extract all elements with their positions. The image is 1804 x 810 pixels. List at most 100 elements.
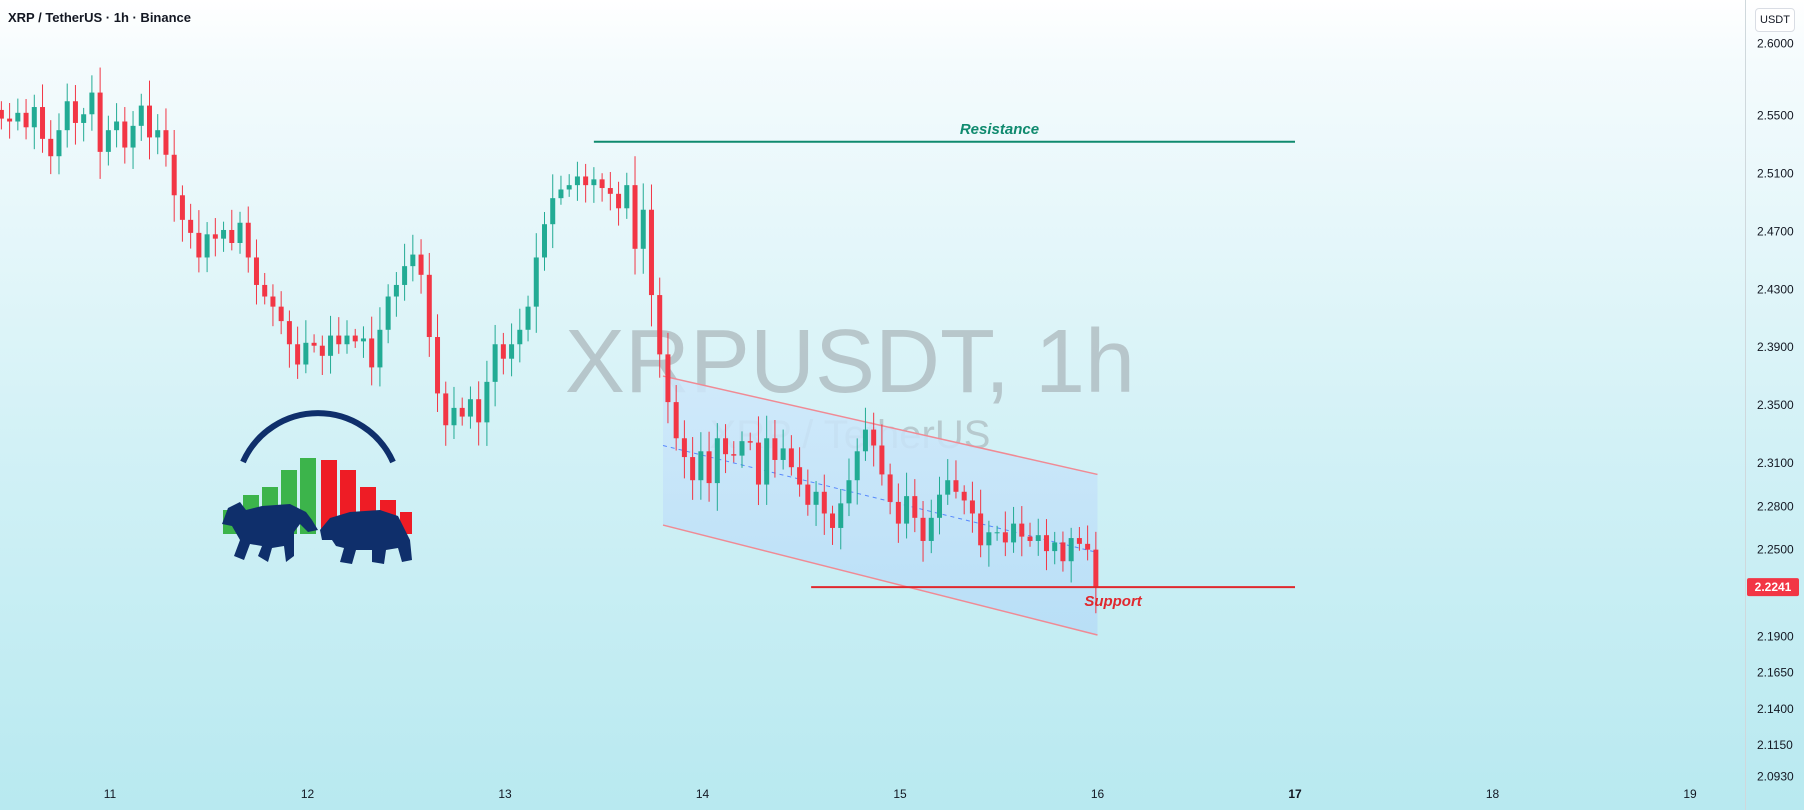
candle [56, 113, 62, 175]
candle [1011, 506, 1017, 553]
channel-lower[interactable] [662, 524, 1098, 636]
candle [986, 520, 992, 567]
candle [698, 432, 704, 500]
candle [566, 174, 572, 197]
candle [179, 185, 185, 242]
candle [550, 174, 556, 249]
candle [525, 295, 531, 342]
x-tick-label: 15 [893, 787, 907, 801]
y-tick-label: 2.0930 [1757, 770, 1794, 784]
candle [681, 420, 687, 479]
bull-bear-icon [222, 410, 412, 564]
y-tick-label: 2.1150 [1757, 738, 1793, 752]
y-tick-label: 2.5100 [1757, 167, 1794, 181]
support-label: Support [1084, 593, 1142, 610]
candle [978, 489, 984, 558]
candle [1068, 527, 1074, 583]
candle [64, 83, 70, 148]
symbol-title[interactable]: XRP / TetherUS · 1h · Binance [8, 10, 192, 25]
candle [1019, 506, 1025, 557]
candle [204, 222, 210, 273]
candle [467, 386, 473, 429]
candle [105, 115, 111, 166]
candle [558, 175, 564, 205]
candle [451, 386, 457, 440]
price-axis[interactable]: 2.6000 2.5500 2.5100 2.4700 2.4300 2.3900 2.35… [1757, 36, 1794, 783]
time-axis[interactable]: 11 12 13 14 15 16 17 18 19 [104, 787, 1697, 801]
candle [40, 84, 46, 153]
candle [542, 212, 547, 271]
candle [928, 499, 934, 554]
candle [665, 332, 671, 424]
candle [1093, 531, 1099, 614]
candle [862, 407, 868, 461]
candle [319, 335, 325, 375]
candle [1060, 531, 1066, 572]
candle [747, 432, 753, 451]
candle [484, 360, 490, 446]
y-tick-label: 2.2800 [1757, 499, 1794, 513]
candle [336, 317, 342, 354]
candle [953, 460, 959, 499]
y-tick-label: 2.5500 [1757, 109, 1794, 123]
candle [72, 85, 78, 145]
candle [780, 429, 786, 470]
candle [813, 480, 819, 526]
candle [961, 485, 967, 515]
candle [1035, 518, 1041, 556]
candle [805, 469, 811, 516]
candle [723, 424, 729, 474]
candle [7, 102, 13, 139]
candle [1002, 511, 1008, 557]
candle [188, 203, 194, 249]
candle [31, 94, 37, 150]
candle-layer [0, 67, 1099, 614]
candle [492, 324, 498, 407]
y-tick-label: 2.4700 [1757, 224, 1794, 238]
candle [369, 316, 375, 386]
last-price-label: 2.2241 [1755, 580, 1792, 594]
y-tick-label: 2.3900 [1757, 340, 1794, 354]
candle [1076, 527, 1082, 551]
x-tick-label: 19 [1683, 787, 1697, 801]
candle [673, 385, 679, 451]
candle [1085, 525, 1091, 561]
candle [81, 107, 87, 142]
candle [772, 420, 778, 478]
y-tick-label: 2.1900 [1757, 629, 1794, 643]
candle [509, 323, 515, 377]
candle [994, 525, 1000, 541]
candle [344, 320, 350, 354]
axis-divider [1745, 0, 1746, 810]
candle [797, 447, 803, 497]
candle [714, 423, 720, 511]
candle [245, 206, 251, 273]
candle [418, 239, 424, 294]
candle [15, 98, 21, 131]
candle [879, 424, 885, 486]
candle [764, 415, 770, 505]
y-tick-label: 2.3100 [1757, 456, 1794, 470]
candle [278, 291, 284, 335]
candle [237, 211, 243, 254]
candle [706, 431, 712, 502]
channel-fill [663, 376, 1098, 635]
candle [155, 114, 161, 155]
candle [295, 326, 301, 379]
candle [253, 239, 259, 305]
candle [920, 501, 926, 562]
candle [89, 75, 95, 131]
candle [328, 315, 334, 374]
candle [147, 80, 152, 160]
candle [435, 314, 441, 412]
candle [591, 167, 597, 203]
candle [311, 334, 317, 353]
currency-button[interactable]: USDT [1755, 8, 1795, 32]
candle [838, 488, 844, 550]
candle [624, 172, 630, 219]
candle [163, 108, 169, 167]
channel-layer [662, 375, 1098, 636]
candle [583, 163, 589, 203]
channel-upper[interactable] [662, 375, 1098, 476]
